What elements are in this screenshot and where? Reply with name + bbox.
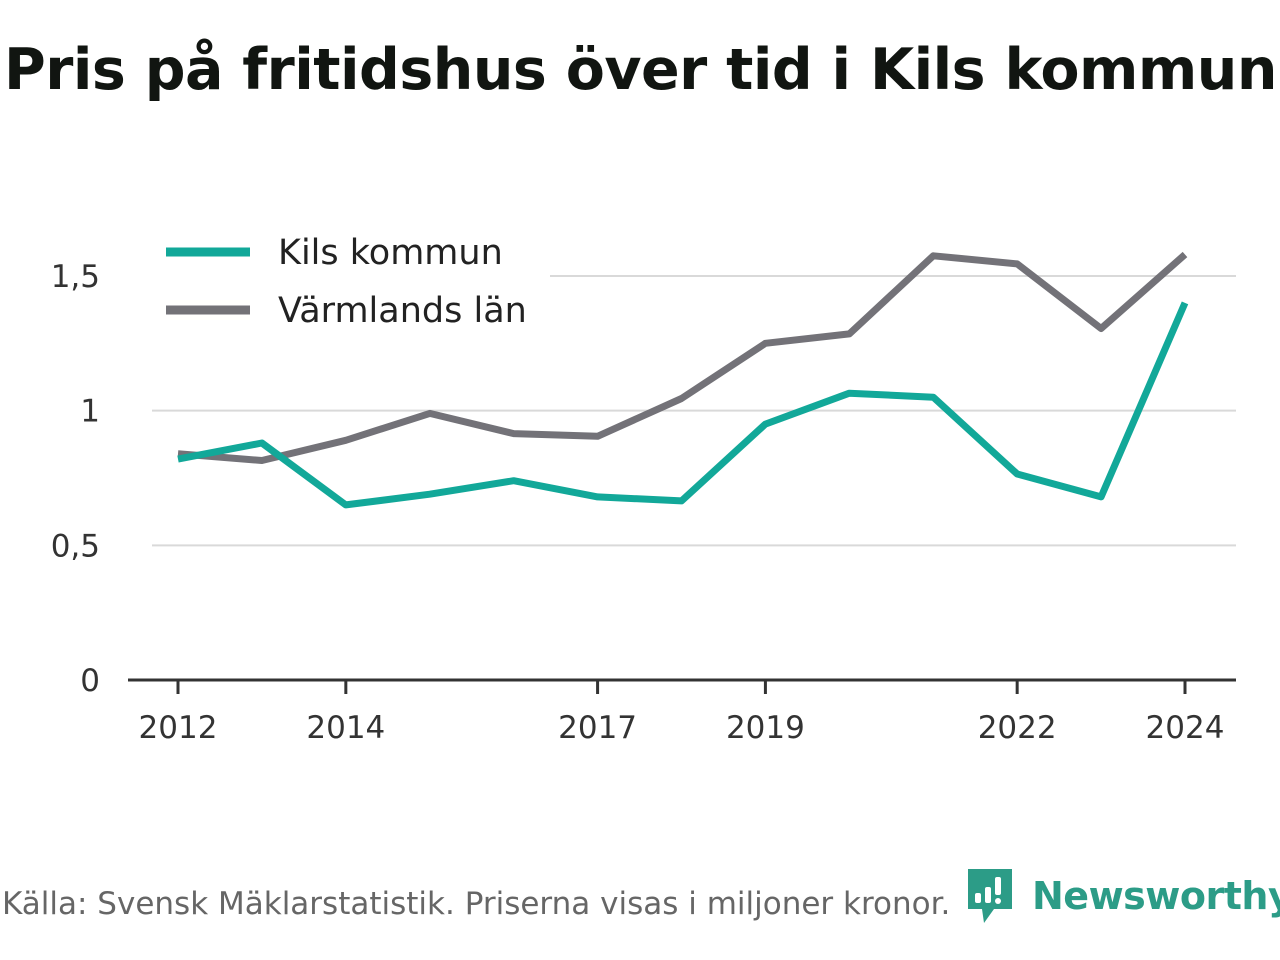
series-line-kils-kommun xyxy=(177,301,1189,509)
newsworthy-logo-icon xyxy=(968,869,1012,923)
y-tick-label: 1 xyxy=(80,394,100,430)
x-tick-label: 2014 xyxy=(306,710,385,746)
x-tick-label: 2017 xyxy=(558,710,637,746)
series-lines xyxy=(177,251,1189,509)
y-tick-label: 0,5 xyxy=(51,528,100,564)
y-tick-label: 0 xyxy=(80,663,100,699)
x-tick-label: 2022 xyxy=(978,710,1057,746)
source-note: Källa: Svensk Mäklarstatistik. Priserna … xyxy=(2,886,951,922)
legend-label: Värmlands län xyxy=(278,291,527,331)
x-tick-label: 2012 xyxy=(139,710,218,746)
brand-name: Newsworthy xyxy=(1032,874,1280,918)
brand-logo: Newsworthy xyxy=(964,864,1280,928)
series-line-varmlands-lan xyxy=(177,251,1188,464)
legend-background xyxy=(152,226,550,338)
chart-title: Pris på fritidshus över tid i Kils kommu… xyxy=(4,37,1277,103)
axes: 0 0,5 1 1,5 2012 2014 2017 2019 2022 2024 xyxy=(51,259,1236,746)
x-tick-label: 2019 xyxy=(726,710,805,746)
legend: Kils kommun Värmlands län xyxy=(152,226,550,338)
x-tick-label: 2024 xyxy=(1146,710,1225,746)
y-tick-label: 1,5 xyxy=(51,259,100,295)
legend-label: Kils kommun xyxy=(278,233,503,273)
